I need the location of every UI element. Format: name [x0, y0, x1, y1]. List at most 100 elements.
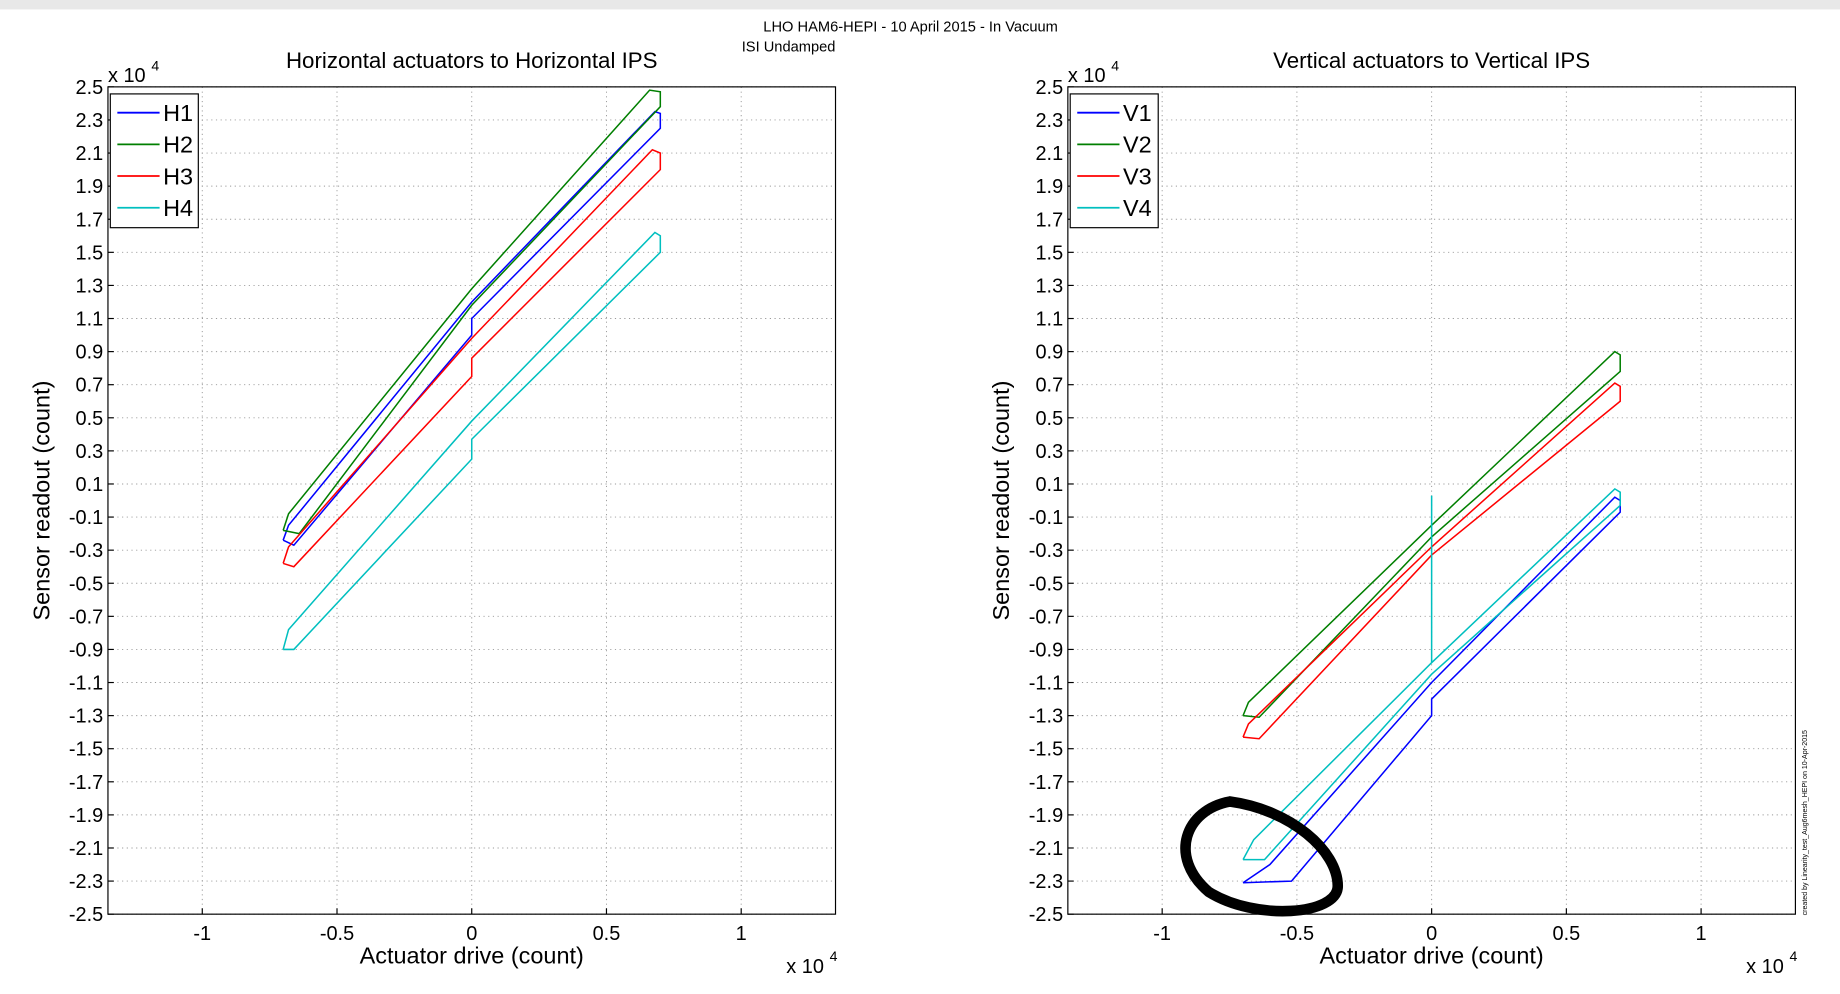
y-tick-label: -0.1: [1029, 507, 1063, 529]
y-tick-label: -1.5: [69, 739, 103, 761]
legend-label: V1: [1123, 100, 1152, 126]
y-tick-label: -1.9: [69, 805, 103, 827]
y-tick-label: -2.3: [1029, 871, 1063, 893]
x-axis-label: Actuator drive (count): [360, 942, 584, 968]
hand-drawn-circle: [1180, 796, 1344, 917]
legend-label: H2: [163, 132, 193, 158]
series-line: [1242, 382, 1621, 740]
x-multiplier: x 10: [786, 956, 824, 978]
plot-frame: [107, 86, 837, 915]
y-tick-label: 0.7: [76, 375, 104, 397]
x-tick-label: 1: [736, 923, 747, 945]
y-tick-label: -0.9: [1029, 639, 1063, 661]
legend-label: V3: [1123, 163, 1152, 189]
y-tick-label: 0.1: [1035, 474, 1063, 496]
y-tick-label: 2.3: [1035, 110, 1063, 132]
y-multiplier: x 10: [108, 65, 146, 87]
axes: -2.5 -2.3 -2.1 -1.9 -1.7 -1.5 -1.3 -1.1 -0.9 -0.7…: [988, 48, 1797, 978]
y-tick-label: 0.9: [1035, 342, 1063, 364]
y-tick-label: -1.7: [1029, 772, 1063, 794]
figure-title: LHO HAM6-HEPI - 10 April 2015 - In Vacuu…: [763, 20, 1058, 36]
figure-note: created by Linearity_test_Aug6mesh_HEPI …: [1802, 730, 1809, 915]
y-tick-label: -0.3: [1029, 540, 1063, 562]
y-multiplier: x 10: [1068, 65, 1106, 87]
x-axis-label: Actuator drive (count): [1320, 942, 1544, 968]
x-tick-label: 0.5: [1553, 923, 1581, 945]
y-multiplier-exponent: 4: [1111, 57, 1119, 73]
data-layer: [1242, 350, 1621, 884]
x-tick-label: 0.5: [593, 923, 621, 945]
figure-subtitle: ISI Undamped: [742, 40, 836, 56]
y-tick-label: 2.1: [76, 143, 104, 165]
legend-label: H3: [163, 163, 193, 189]
y-tick-label: -1.9: [1029, 805, 1063, 827]
y-tick-label: 2.5: [76, 77, 104, 99]
legend-label: H4: [163, 195, 193, 221]
y-tick-label: 0.5: [1035, 408, 1063, 430]
y-tick-label: 0.9: [76, 342, 104, 364]
chart-title: Horizontal actuators to Horizontal IPS: [286, 48, 658, 73]
axes: -2.5 -2.3 -2.1 -1.9 -1.7 -1.5 -1.3 -1.1 -0.9 -0.7…: [28, 48, 837, 978]
y-tick-label: -2.1: [69, 838, 103, 860]
y-tick-label: 0.7: [1035, 375, 1063, 397]
y-tick-label: 1.5: [1035, 242, 1063, 264]
y-tick-label: 1.9: [76, 176, 104, 198]
legend-label: V2: [1123, 132, 1152, 158]
plot-frame: [1067, 86, 1796, 915]
y-tick-label: -1.3: [69, 706, 103, 728]
y-tick-label: -0.1: [69, 507, 103, 529]
y-tick-label: 1.1: [1035, 309, 1063, 331]
x-tick-label: -0.5: [1280, 923, 1314, 945]
series-line: [282, 89, 662, 535]
y-tick-label: 1.9: [1035, 176, 1063, 198]
y-tick-label: -1.7: [69, 772, 103, 794]
x-tick-label: 1: [1696, 923, 1707, 945]
y-tick-label: -0.5: [69, 573, 103, 595]
y-tick-label: 1.7: [1035, 209, 1063, 231]
y-tick-label: 0.3: [1035, 441, 1063, 463]
y-tick-label: 1.5: [76, 242, 104, 264]
legend-label: V4: [1123, 195, 1152, 221]
y-tick-label: 2.5: [1035, 77, 1063, 99]
y-tick-label: -1.1: [69, 673, 103, 695]
y-axis-label: Sensor readout (count): [28, 381, 54, 621]
y-tick-label: -0.7: [1029, 606, 1063, 628]
y-tick-label: 2.1: [1035, 143, 1063, 165]
x-tick-label: -0.5: [320, 923, 354, 945]
y-tick-label: 2.3: [76, 110, 104, 132]
toolbar-strip: [0, 0, 1840, 10]
x-multiplier-exponent: 4: [830, 948, 838, 964]
data-layer: [282, 89, 662, 651]
x-multiplier-exponent: 4: [1790, 948, 1798, 964]
y-tick-label: 1.3: [76, 275, 104, 297]
y-tick-label: 1.7: [76, 209, 104, 231]
y-multiplier-exponent: 4: [151, 57, 159, 73]
series-line: [282, 148, 662, 568]
series-line: [1242, 487, 1621, 861]
series-line: [282, 231, 662, 651]
x-tick-label: -1: [1153, 923, 1171, 945]
y-tick-label: 1.3: [1035, 275, 1063, 297]
legend-label: H1: [163, 100, 193, 126]
y-tick-label: 0.5: [76, 408, 104, 430]
legend-box: [109, 93, 199, 229]
y-tick-label: -0.3: [69, 540, 103, 562]
x-tick-label: -1: [193, 923, 211, 945]
y-tick-label: -1.3: [1029, 706, 1063, 728]
x-multiplier: x 10: [1746, 956, 1784, 978]
x-tick-label: 0: [1426, 923, 1437, 945]
y-tick-label: 0.3: [76, 441, 104, 463]
y-axis-label: Sensor readout (count): [988, 381, 1014, 621]
y-tick-label: -2.1: [1029, 838, 1063, 860]
y-tick-label: 0.1: [76, 474, 104, 496]
y-tick-label: -0.5: [1029, 573, 1063, 595]
y-tick-label: -2.5: [1029, 904, 1063, 926]
x-tick-label: 0: [466, 923, 477, 945]
legend-box: [1069, 93, 1159, 229]
y-tick-label: -0.9: [69, 639, 103, 661]
y-tick-label: -1.5: [1029, 739, 1063, 761]
y-tick-label: -1.1: [1029, 673, 1063, 695]
chart-title: Vertical actuators to Vertical IPS: [1273, 48, 1590, 73]
